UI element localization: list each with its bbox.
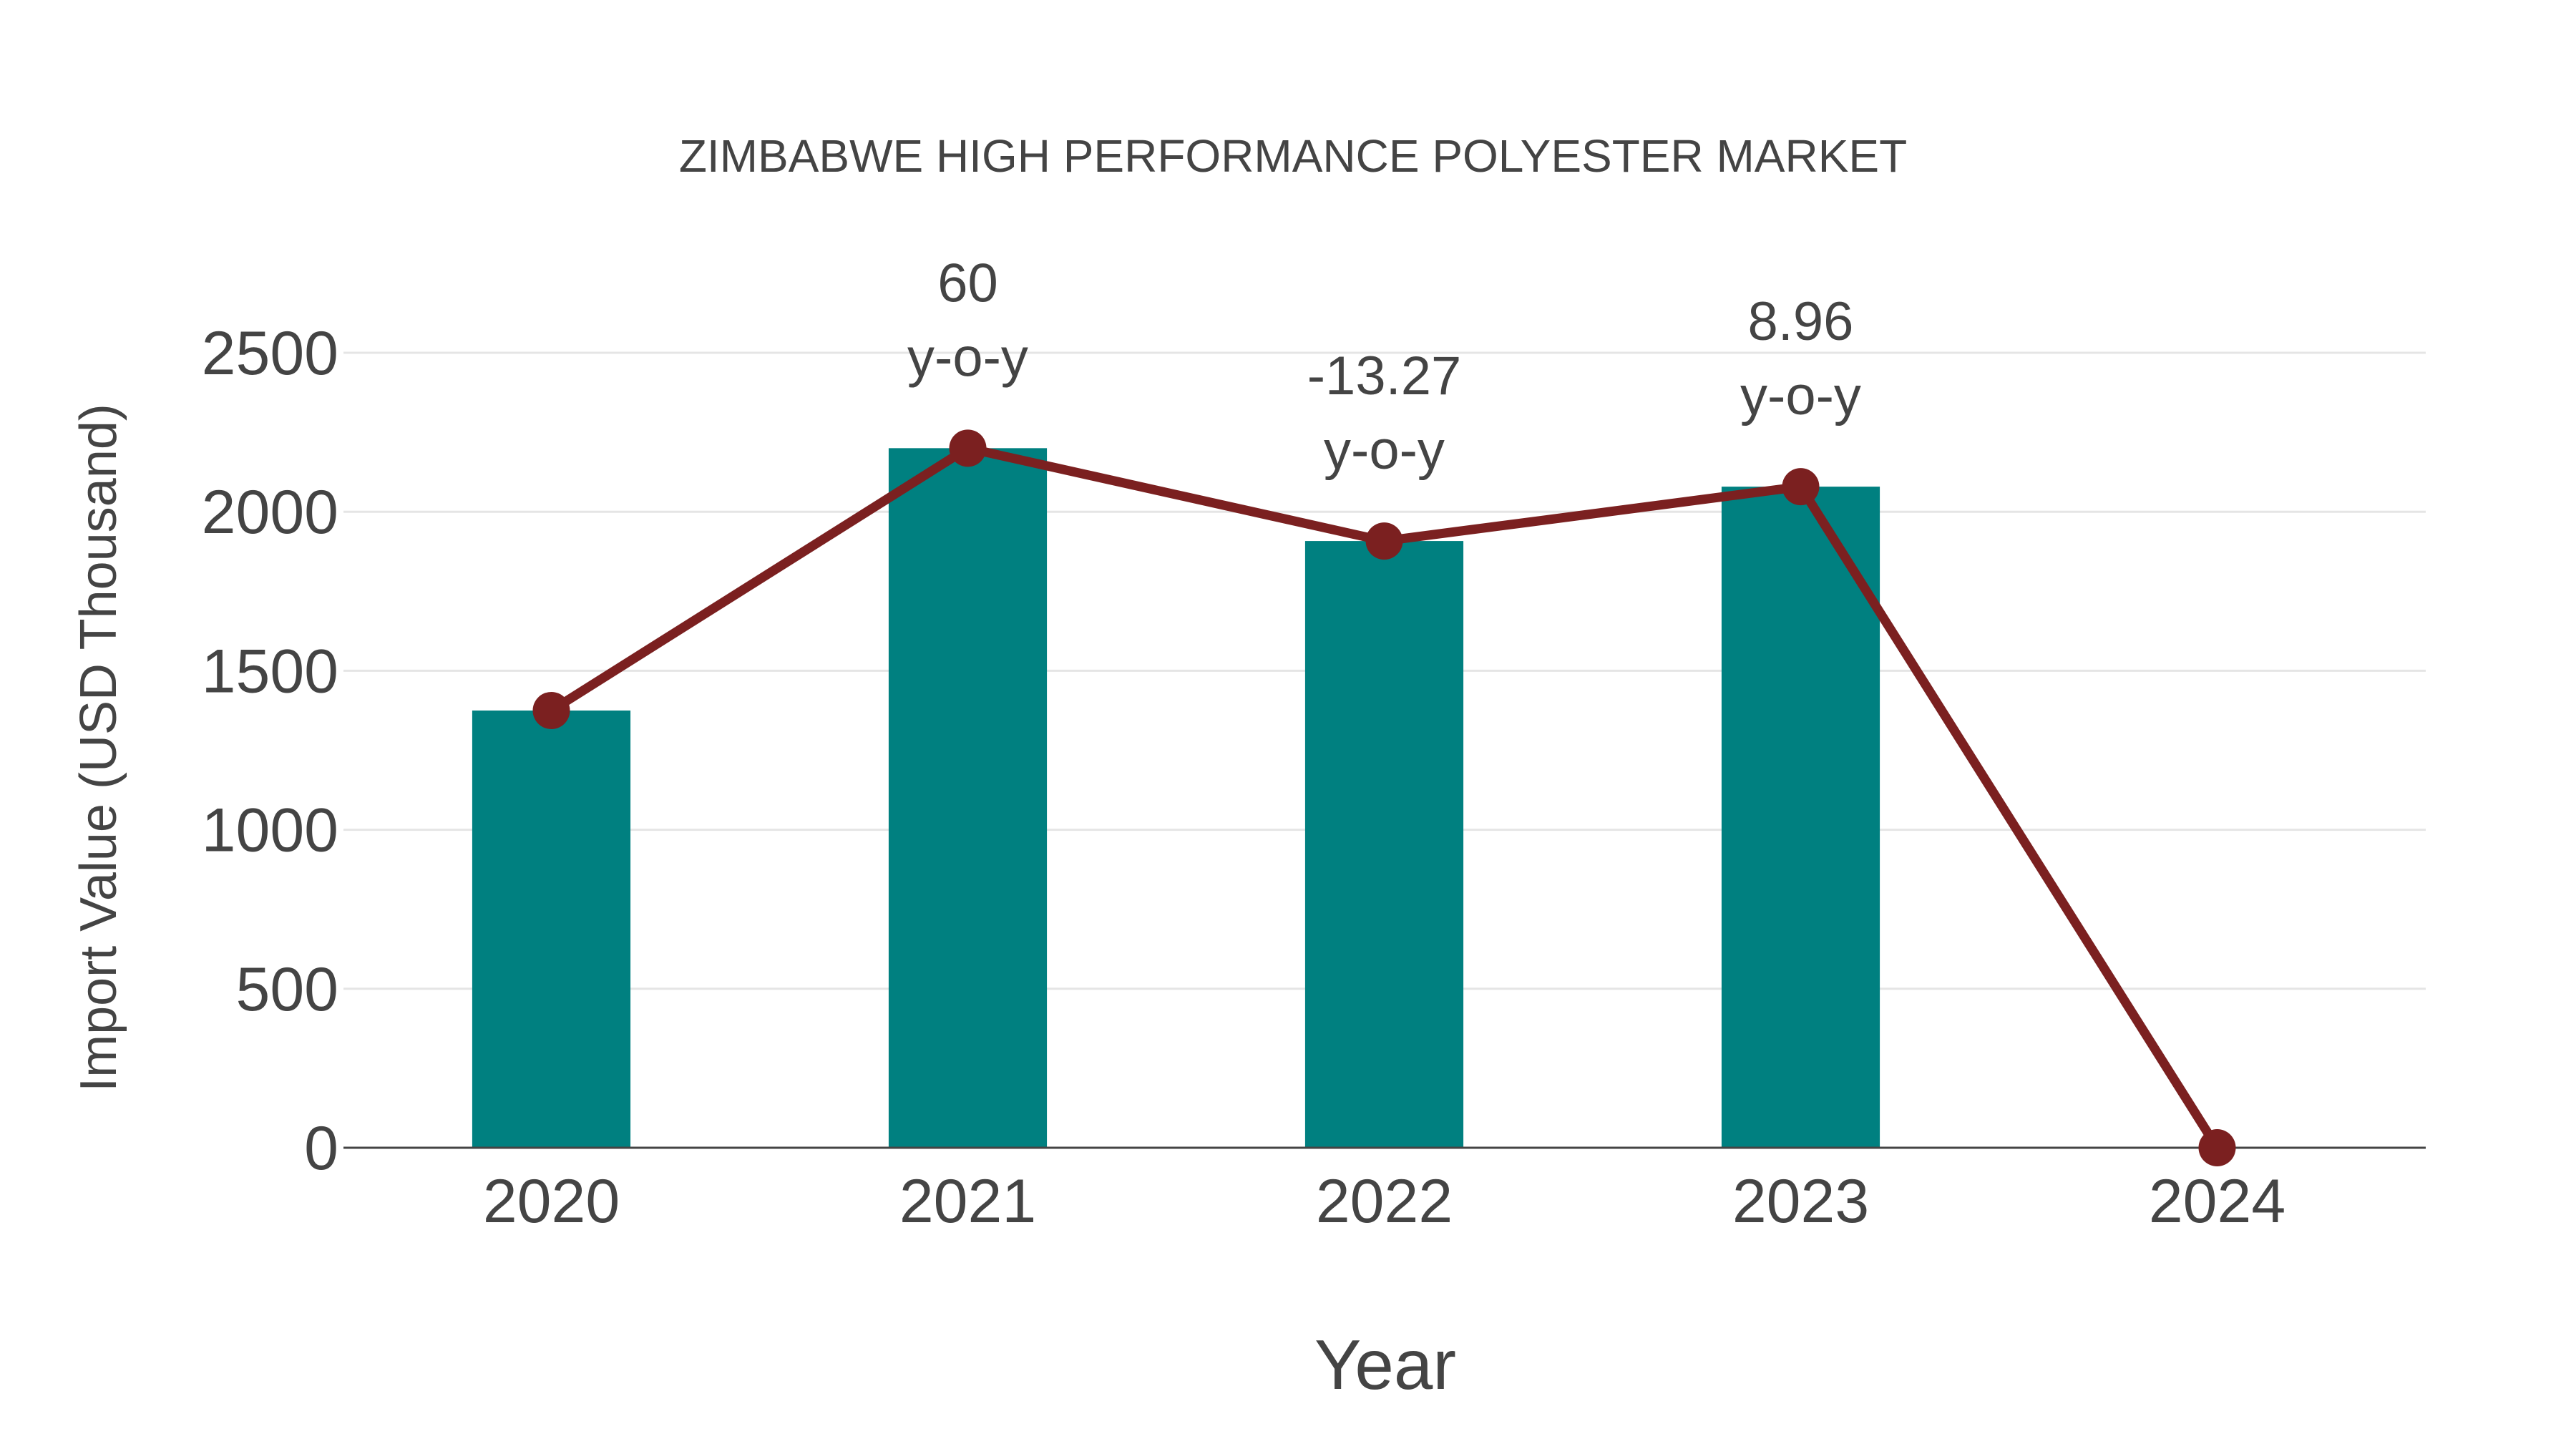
x-tick-label: 2024 [2149, 1167, 2285, 1236]
y-tick-label: 1000 [202, 796, 338, 865]
bar-2023 [1721, 487, 1880, 1148]
y-tick-label: 0 [304, 1114, 338, 1183]
yoy-value: 8.96 [1748, 291, 1854, 352]
yoy-value: -13.27 [1307, 346, 1462, 406]
yoy-annotations: 60 y-o-y -13.27 y-o-y 8.96 y-o-y [907, 253, 1861, 481]
bars [472, 448, 1880, 1148]
chart-title: ZIMBABWE HIGH PERFORMANCE POLYESTER MARK… [679, 130, 1907, 182]
y-tick-label: 2000 [202, 478, 338, 547]
marker-2023 [1782, 468, 1820, 506]
x-tick-label: 2022 [1316, 1167, 1453, 1236]
x-axis-ticks: 2020 2021 2022 2023 2024 [483, 1167, 2285, 1236]
yoy-suffix: y-o-y [1324, 420, 1445, 481]
bar-2020 [472, 710, 631, 1148]
yoy-suffix: y-o-y [907, 327, 1028, 388]
x-tick-label: 2023 [1732, 1167, 1869, 1236]
marker-2020 [532, 691, 570, 729]
bar-2022 [1304, 541, 1464, 1148]
y-tick-label: 2500 [202, 319, 338, 388]
y-axis-title: Import Value (USD Thousand) [70, 404, 127, 1092]
marker-2021 [949, 429, 987, 467]
yoy-suffix: y-o-y [1740, 366, 1861, 426]
trend-line [532, 429, 2236, 1166]
marker-2024 [2198, 1129, 2236, 1166]
y-axis-ticks: 0 500 1000 1500 2000 2500 [202, 319, 338, 1183]
bar-2021 [888, 448, 1048, 1148]
marker-2022 [1365, 522, 1403, 560]
x-tick-label: 2020 [483, 1167, 620, 1236]
y-tick-label: 500 [236, 955, 339, 1024]
x-axis-title: Year [1314, 1325, 1456, 1404]
yoy-value: 60 [937, 253, 998, 313]
y-tick-label: 1500 [202, 637, 338, 706]
x-tick-label: 2021 [899, 1167, 1036, 1236]
